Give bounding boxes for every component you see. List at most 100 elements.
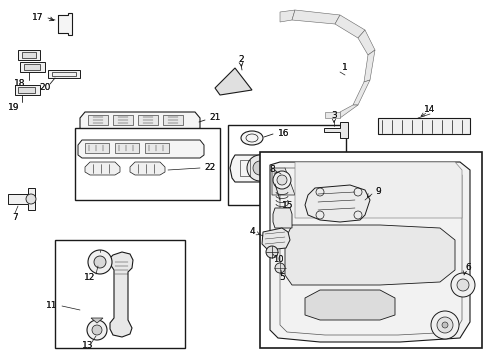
Text: 15: 15 <box>282 201 293 210</box>
Polygon shape <box>339 105 357 118</box>
Polygon shape <box>262 228 289 250</box>
Text: 20: 20 <box>39 84 51 93</box>
Circle shape <box>450 273 474 297</box>
Circle shape <box>246 155 272 181</box>
Circle shape <box>272 171 290 189</box>
Circle shape <box>430 311 458 339</box>
Polygon shape <box>113 115 133 125</box>
Text: 17: 17 <box>32 13 43 22</box>
Polygon shape <box>78 140 203 158</box>
Text: 5: 5 <box>279 274 285 283</box>
Text: 7: 7 <box>12 213 18 222</box>
Polygon shape <box>110 252 133 337</box>
Text: 7: 7 <box>12 213 18 222</box>
Text: 4: 4 <box>249 228 254 237</box>
Text: 10: 10 <box>272 256 283 265</box>
Circle shape <box>94 256 106 268</box>
Text: 12: 12 <box>84 274 96 283</box>
Polygon shape <box>334 15 364 38</box>
Circle shape <box>88 250 112 274</box>
Text: 6: 6 <box>464 264 470 273</box>
Polygon shape <box>229 155 337 182</box>
Polygon shape <box>18 50 40 60</box>
Polygon shape <box>85 143 109 153</box>
Text: 9: 9 <box>374 188 380 197</box>
Circle shape <box>265 246 278 258</box>
Polygon shape <box>291 10 339 24</box>
Polygon shape <box>305 185 369 222</box>
Text: 13: 13 <box>82 341 94 350</box>
Text: 15: 15 <box>282 201 293 210</box>
Circle shape <box>436 317 452 333</box>
Text: 2: 2 <box>238 55 244 64</box>
Polygon shape <box>357 30 374 55</box>
Text: 22: 22 <box>204 163 215 172</box>
Polygon shape <box>215 68 251 95</box>
Circle shape <box>282 155 307 181</box>
Circle shape <box>287 161 302 175</box>
Polygon shape <box>20 62 45 72</box>
Polygon shape <box>130 162 164 175</box>
Circle shape <box>252 161 266 175</box>
Text: 18: 18 <box>14 80 26 89</box>
Polygon shape <box>58 13 72 35</box>
Text: 17: 17 <box>32 13 43 22</box>
Text: 14: 14 <box>424 105 435 114</box>
Text: 22: 22 <box>204 163 215 172</box>
Text: 16: 16 <box>278 129 289 138</box>
Polygon shape <box>325 112 339 118</box>
Polygon shape <box>305 290 394 320</box>
Polygon shape <box>280 10 294 22</box>
Text: 10: 10 <box>272 256 283 265</box>
Circle shape <box>274 263 285 273</box>
Text: 19: 19 <box>8 104 20 112</box>
Polygon shape <box>285 225 454 285</box>
Circle shape <box>441 322 447 328</box>
Text: 4: 4 <box>249 228 254 237</box>
Polygon shape <box>88 115 108 125</box>
Bar <box>377 118 469 134</box>
Polygon shape <box>22 52 36 58</box>
Text: 12: 12 <box>84 274 96 283</box>
Polygon shape <box>352 80 369 105</box>
Text: 19: 19 <box>8 104 20 112</box>
Polygon shape <box>115 143 139 153</box>
Bar <box>227 125 346 205</box>
Text: 11: 11 <box>46 302 58 310</box>
Text: 1: 1 <box>342 63 347 72</box>
Polygon shape <box>145 143 169 153</box>
Polygon shape <box>91 318 103 323</box>
Polygon shape <box>272 208 291 228</box>
Text: 1: 1 <box>342 63 347 72</box>
Polygon shape <box>138 115 158 125</box>
Text: 2: 2 <box>238 55 244 64</box>
Polygon shape <box>85 162 120 175</box>
Text: 14: 14 <box>424 105 435 114</box>
Polygon shape <box>80 112 200 132</box>
Polygon shape <box>363 50 374 82</box>
Circle shape <box>26 194 36 204</box>
Polygon shape <box>294 162 461 218</box>
Polygon shape <box>8 188 35 210</box>
Polygon shape <box>163 115 183 125</box>
Ellipse shape <box>241 131 263 145</box>
Polygon shape <box>271 168 294 195</box>
Polygon shape <box>48 70 80 78</box>
Circle shape <box>456 279 468 291</box>
Polygon shape <box>24 64 40 70</box>
Text: 8: 8 <box>268 166 274 175</box>
Bar <box>55 240 184 348</box>
Text: 13: 13 <box>82 341 94 350</box>
Text: 6: 6 <box>464 264 470 273</box>
Polygon shape <box>269 162 469 342</box>
Polygon shape <box>18 87 35 93</box>
Text: 20: 20 <box>39 84 51 93</box>
Text: 16: 16 <box>278 129 289 138</box>
Circle shape <box>92 325 102 335</box>
Text: 18: 18 <box>14 80 26 89</box>
Text: 3: 3 <box>330 111 336 120</box>
Text: 9: 9 <box>374 188 380 197</box>
Circle shape <box>87 320 107 340</box>
Bar <box>75 128 220 200</box>
Text: 11: 11 <box>46 302 58 310</box>
